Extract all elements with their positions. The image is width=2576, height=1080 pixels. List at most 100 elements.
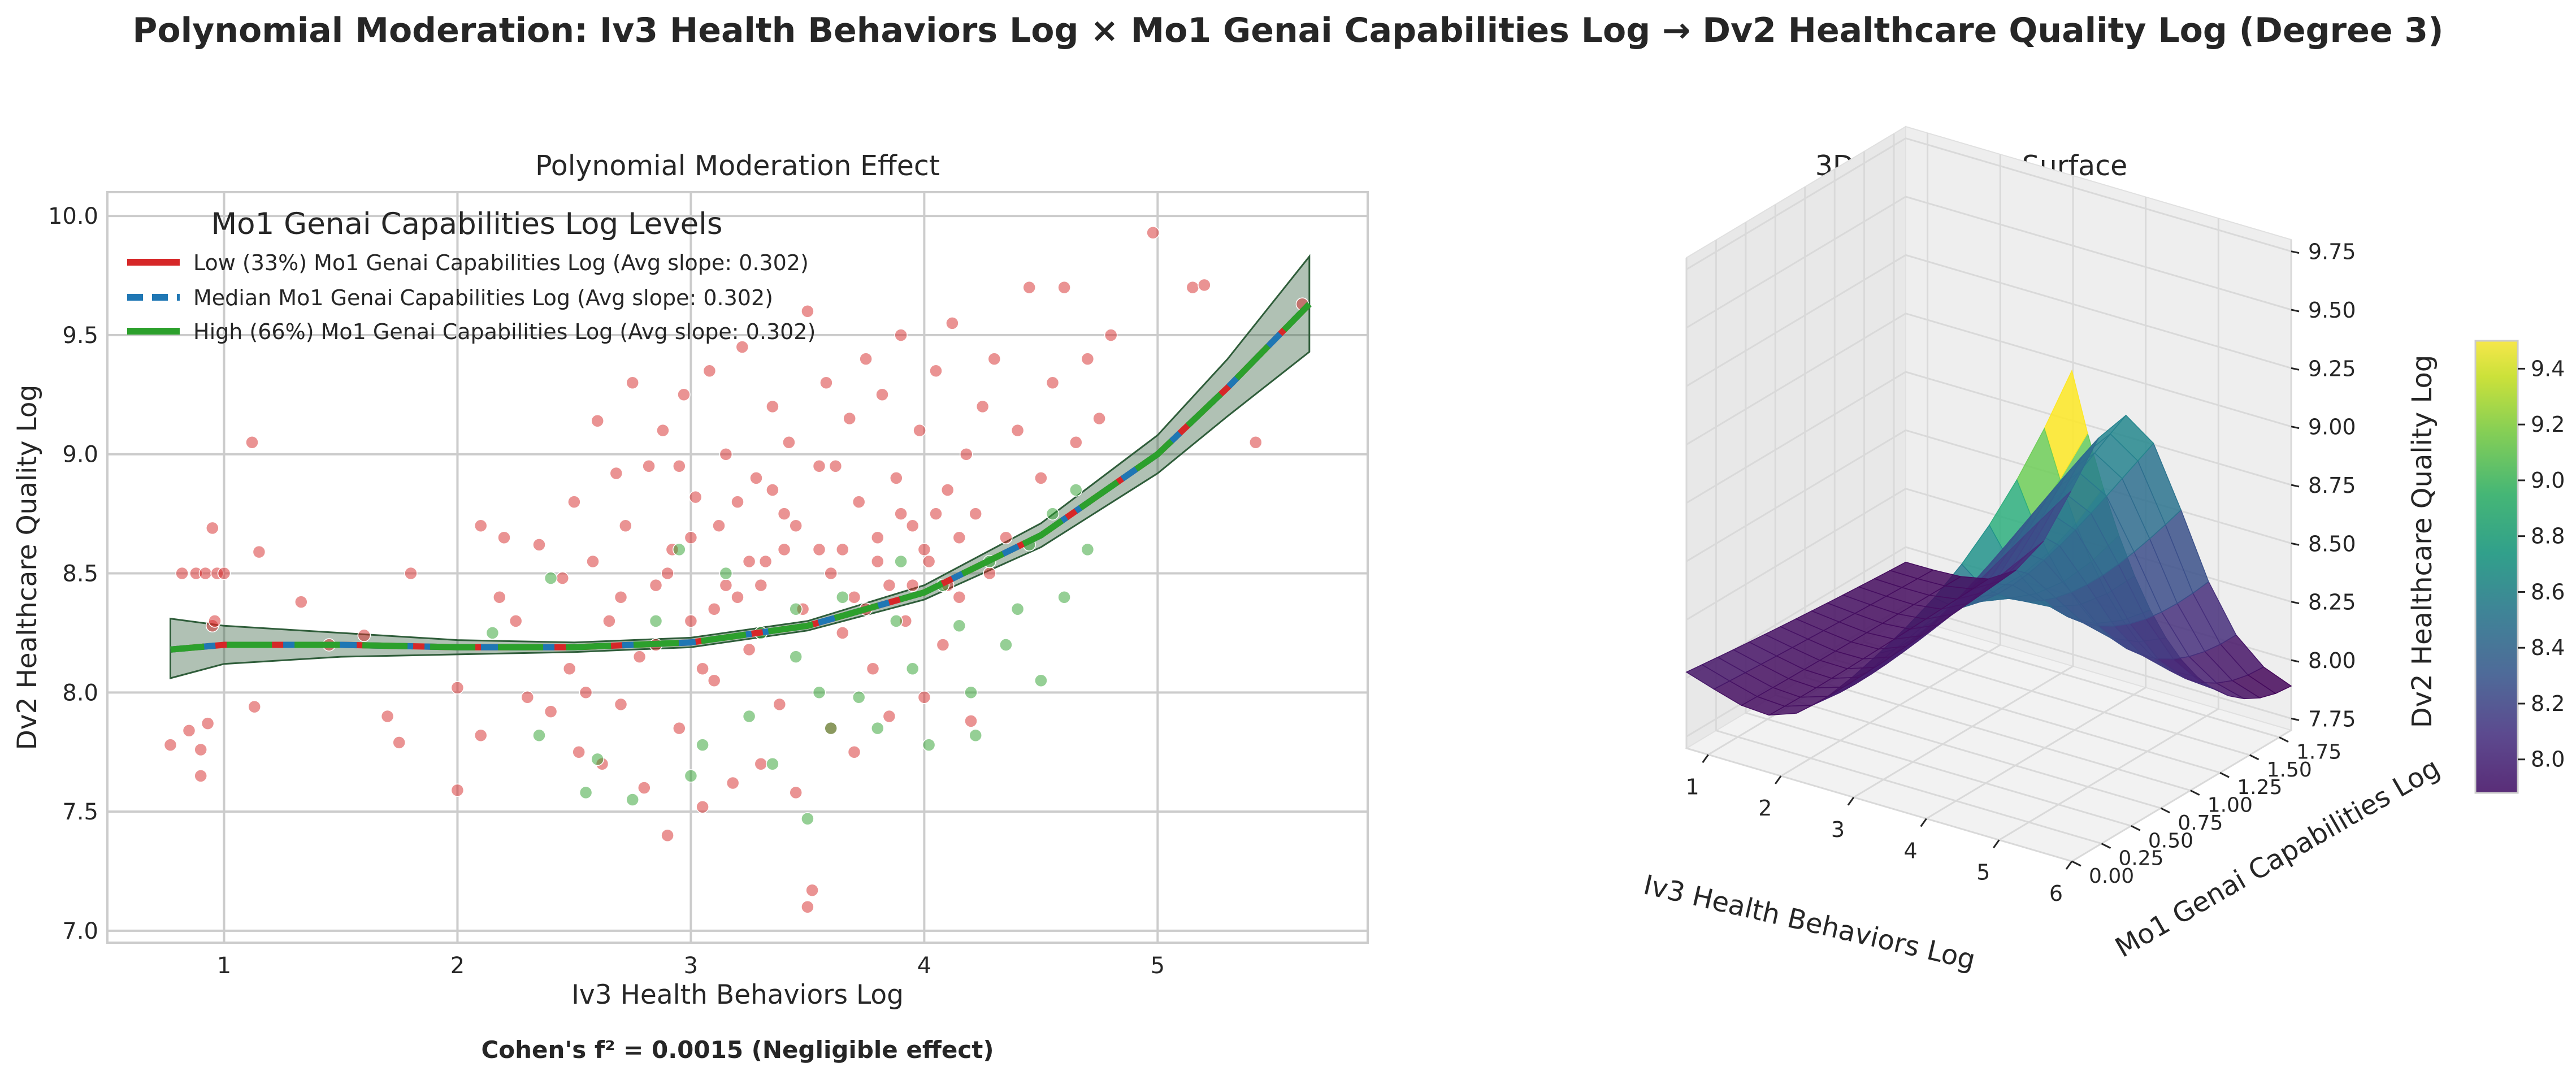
data-point	[649, 578, 663, 592]
y-tick-label: 9.5	[62, 323, 98, 349]
data-point	[758, 554, 773, 569]
colorbar-gradient	[2474, 340, 2519, 794]
y-gridline-3d	[1685, 258, 2072, 862]
data-point	[871, 531, 884, 545]
data-point	[894, 328, 908, 342]
data-point	[905, 519, 920, 532]
x-gridline-3d	[1998, 218, 2219, 841]
data-point	[754, 757, 768, 771]
data-point	[969, 728, 982, 742]
y-tick-label: 8.0	[62, 680, 98, 706]
data-point	[922, 554, 936, 569]
x-tick-mark-3d	[1847, 796, 1855, 806]
z-tick-mark-3d	[2291, 426, 2300, 430]
data-point	[252, 545, 266, 559]
data-point	[572, 745, 586, 759]
data-point	[1104, 328, 1118, 342]
z-gridline-3d	[1686, 137, 2292, 270]
data-point	[812, 686, 826, 700]
data-point	[1069, 435, 1083, 449]
data-point	[999, 531, 1013, 545]
legend-entry-low: Low (33%) Mo1 Genai Capabilities Log (Av…	[193, 250, 809, 275]
x-tick-label-3d: 1	[1686, 774, 1699, 799]
data-point	[163, 738, 177, 752]
z-tick-mark-3d	[2291, 309, 2300, 313]
data-point	[626, 376, 639, 390]
data-point	[380, 709, 394, 723]
data-point	[940, 483, 955, 497]
data-point	[532, 538, 546, 552]
colorbar-tick-label: 8.8	[2531, 524, 2565, 549]
data-point	[789, 786, 803, 800]
data-point	[1081, 543, 1095, 557]
data-point	[801, 900, 814, 914]
data-point	[521, 691, 535, 704]
data-point	[656, 423, 670, 437]
fit-lines	[170, 302, 1312, 653]
data-point	[843, 411, 856, 426]
data-point	[702, 364, 717, 378]
data-point	[789, 519, 803, 532]
data-point	[801, 812, 814, 826]
data-point	[404, 566, 418, 580]
data-point	[182, 724, 196, 738]
data-point	[929, 364, 943, 378]
z-tick-mark-3d	[2291, 250, 2300, 254]
data-point	[556, 571, 570, 585]
data-point	[201, 717, 215, 730]
fit-line-high	[170, 302, 1312, 653]
left-chart-title: Polynomial Moderation Effect	[535, 150, 940, 182]
data-point	[485, 626, 500, 640]
data-point	[754, 578, 768, 592]
data-point	[1046, 507, 1060, 521]
data-point	[677, 388, 691, 402]
data-point	[696, 662, 709, 675]
data-point	[905, 662, 920, 675]
data-point	[871, 554, 884, 569]
data-point	[777, 507, 791, 521]
x-tick-mark-3d	[1993, 839, 2000, 849]
data-point	[929, 507, 943, 521]
data-point	[894, 554, 908, 569]
surface-patch	[1685, 664, 1731, 690]
data-point	[866, 662, 880, 675]
data-point	[357, 628, 371, 642]
data-point	[964, 686, 978, 700]
left-tick-labels: 1 2 3 4 5 7.0 7.5 8.0 8.5 9.0 9.5 10.0	[48, 203, 1165, 979]
data-point	[917, 691, 931, 704]
data-point	[1011, 602, 1025, 616]
data-point	[591, 414, 604, 428]
z-tick-label-3d: 7.75	[2308, 706, 2356, 731]
y-tick-label-3d: 0.00	[2089, 865, 2134, 888]
z-tick-mark-3d	[2291, 659, 2300, 663]
data-point	[952, 531, 966, 545]
z-gridline-3d	[1686, 196, 2292, 329]
data-point	[913, 423, 926, 437]
legend-title: Mo1 Genai Capabilities Log Levels	[211, 207, 722, 241]
data-point	[696, 738, 709, 752]
data-point	[805, 883, 819, 897]
x-tick-mark-3d	[1702, 754, 1709, 764]
data-point	[1069, 483, 1083, 497]
data-point	[859, 352, 873, 366]
data-point	[392, 736, 406, 749]
y-tick-mark-3d	[2279, 736, 2289, 743]
data-point	[801, 305, 814, 318]
z-tick-label-3d: 9.75	[2308, 240, 2356, 264]
data-point	[175, 566, 189, 580]
data-point	[871, 721, 884, 735]
data-point	[217, 566, 231, 580]
left-y-axis-label: Dv2 Healthcare Quality Log	[12, 385, 43, 751]
confidence-band	[170, 254, 1311, 679]
y-tick-mark-3d	[2160, 807, 2170, 814]
data-point	[544, 705, 558, 718]
data-point	[952, 619, 966, 633]
data-point	[497, 531, 511, 545]
data-point	[294, 595, 308, 609]
data-point	[983, 566, 996, 580]
data-point	[579, 686, 593, 700]
data-point	[688, 490, 702, 504]
z-tick-label-3d: 8.75	[2308, 473, 2356, 498]
data-point	[206, 521, 219, 535]
data-point	[782, 435, 796, 449]
